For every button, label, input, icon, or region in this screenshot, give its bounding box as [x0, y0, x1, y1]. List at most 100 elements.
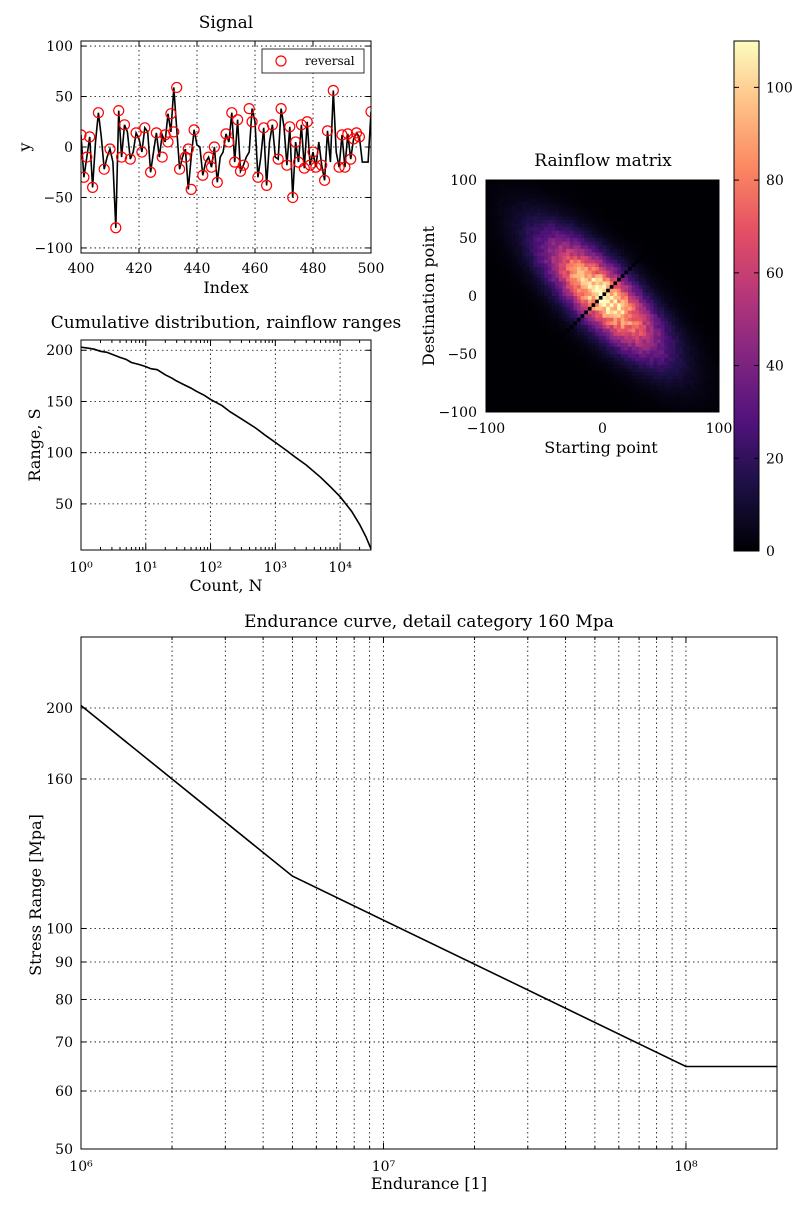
rainflow-cell [660, 277, 665, 282]
rainflow-cell [638, 364, 643, 369]
rainflow-cell [493, 393, 498, 398]
rainflow-cell [606, 317, 611, 322]
rainflow-cell [551, 198, 556, 203]
rainflow-cell [577, 364, 582, 369]
rainflow-cell [573, 194, 578, 199]
rainflow-cell [657, 332, 662, 337]
rainflow-cell [584, 343, 589, 348]
rainflow-cell [540, 201, 545, 206]
rainflow-cell [486, 248, 491, 253]
rainflow-cell [653, 408, 658, 413]
rainflow-cell [555, 198, 560, 203]
rainflow-cell [704, 194, 709, 199]
rainflow-cell [711, 241, 716, 246]
rainflow-cell [489, 259, 494, 264]
rainflow-cell [507, 201, 512, 206]
rainflow-cell [486, 375, 491, 380]
rainflow-cell [598, 404, 603, 409]
rainflow-cell [671, 321, 676, 326]
rainflow-cell [496, 314, 501, 319]
rainflow-cell [664, 386, 669, 391]
rainflow-cell [533, 296, 538, 301]
rainflow-cell [544, 223, 549, 228]
rainflow-cell [584, 187, 589, 192]
rainflow-cell [518, 364, 523, 369]
rainflow-cell [489, 404, 494, 409]
rainflow-cell [598, 187, 603, 192]
rainflow-cell [653, 223, 658, 228]
rainflow-cell [657, 267, 662, 272]
rainflow-cell [646, 335, 651, 340]
rainflow-cell [715, 223, 720, 228]
rainflow-cell [544, 216, 549, 221]
rainflow-cell [522, 292, 527, 297]
rainflow-cell [529, 292, 534, 297]
rainflow-cell [715, 368, 720, 373]
rainflow-cell [540, 375, 545, 380]
rainflow-cell [507, 216, 512, 221]
rainflow-cell [642, 321, 647, 326]
rainflow-cell [660, 379, 665, 384]
rainflow-cell [624, 314, 629, 319]
rainflow-cell [587, 198, 592, 203]
rainflow-cell [566, 350, 571, 355]
rainflow-cell [584, 248, 589, 253]
signal-reversal-point [284, 121, 296, 133]
rainflow-cell [562, 259, 567, 264]
rainflow-ytick-label: −100 [439, 405, 477, 421]
rainflow-cell [620, 332, 625, 337]
rainflow-cell [500, 230, 505, 235]
signal-reversal-point [223, 136, 235, 148]
rainflow-cell [697, 386, 702, 391]
rainflow-cell [493, 187, 498, 192]
rainflow-cell [486, 343, 491, 348]
rainflow-cell [704, 390, 709, 395]
rainflow-cell [598, 209, 603, 214]
rainflow-cell [653, 205, 658, 210]
rainflow-cell [657, 281, 662, 286]
rainflow-cell [573, 270, 578, 275]
rainflow-cell [671, 408, 676, 413]
rainflow-cell [595, 310, 600, 315]
rainflow-cell [555, 256, 560, 261]
rainflow-cell [649, 183, 654, 188]
rainflow-cell [544, 404, 549, 409]
rainflow-cell [627, 267, 633, 272]
rainflow-cell [540, 234, 545, 239]
rainflow-cell [606, 227, 611, 232]
rainflow-cell [715, 306, 720, 311]
rainflow-cell [646, 209, 651, 214]
rainflow-cell [507, 339, 512, 344]
rainflow-cell [635, 335, 640, 340]
rainflow-cell [711, 296, 716, 301]
rainflow-cell [533, 201, 538, 206]
rainflow-cell [609, 223, 614, 228]
rainflow-cell [693, 368, 698, 373]
rainflow-cell [638, 238, 643, 243]
rainflow-cell [584, 314, 589, 319]
rainflow-cell [638, 368, 643, 373]
rainflow-cell [584, 397, 589, 402]
rainflow-cell [489, 310, 494, 315]
rainflow-cell [646, 227, 651, 232]
rainflow-cell [657, 357, 662, 362]
rainflow-cell [624, 270, 629, 275]
rainflow-cell [697, 281, 702, 286]
rainflow-cell [675, 238, 680, 243]
rainflow-cell [562, 263, 567, 268]
signal-reversal-point [156, 151, 168, 163]
rainflow-cell [529, 285, 534, 290]
rainflow-cell [624, 372, 629, 377]
rainflow-cell [627, 390, 633, 395]
rainflow-cell [686, 397, 691, 402]
rainflow-cell [627, 404, 633, 409]
rainflow-cell [489, 357, 494, 362]
rainflow-cell [547, 183, 552, 188]
rainflow-cell [493, 201, 498, 206]
rainflow-cell [577, 277, 582, 282]
rainflow-cell [511, 292, 516, 297]
rainflow-cell [577, 328, 582, 333]
rainflow-cell [704, 277, 709, 282]
rainflow-cell [580, 230, 585, 235]
